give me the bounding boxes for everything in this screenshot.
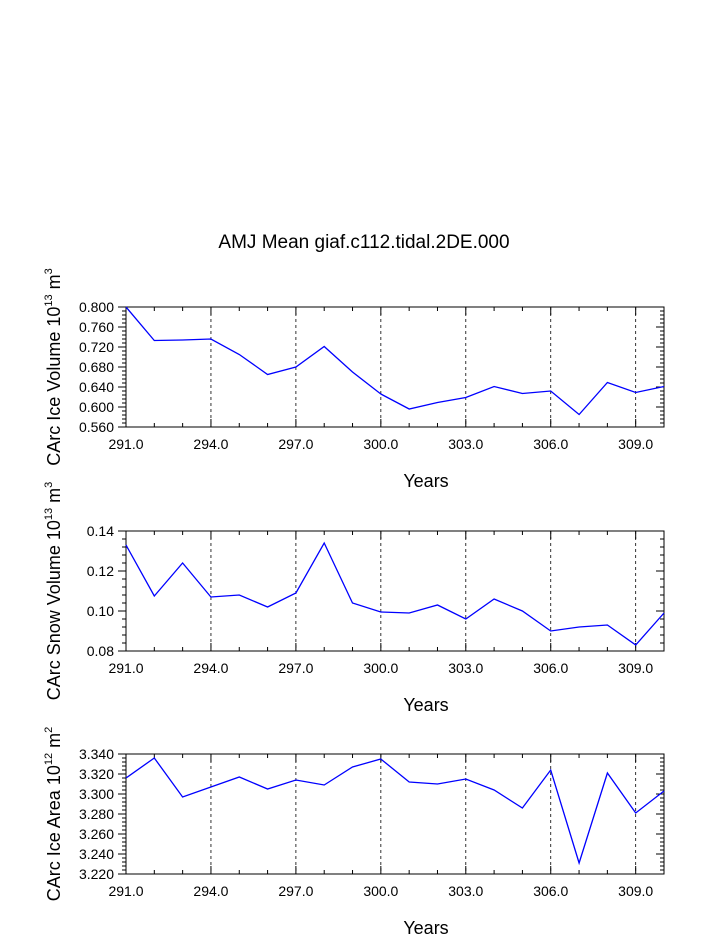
series-line bbox=[125, 306, 665, 416]
x-tick-label: 309.0 bbox=[618, 883, 653, 899]
x-tick-label: 309.0 bbox=[618, 436, 653, 452]
x-tick-label: 300.0 bbox=[363, 660, 398, 676]
y-axis-title-unit: m bbox=[44, 488, 64, 508]
y-tick-label: 0.600 bbox=[79, 399, 114, 415]
x-tick-label: 306.0 bbox=[533, 660, 568, 676]
x-tick-label: 294.0 bbox=[193, 436, 228, 452]
y-tick-label: 0.12 bbox=[87, 563, 114, 579]
y-tick-label: 0.560 bbox=[79, 419, 114, 435]
series-line bbox=[125, 541, 665, 646]
y-axis-title: CArc Ice Area 1012 m2 bbox=[43, 727, 64, 901]
y-axis-title-unit: m bbox=[44, 274, 64, 294]
y-tick-label: 0.14 bbox=[87, 523, 114, 539]
x-tick-label: 303.0 bbox=[448, 883, 483, 899]
y-tick-label: 3.340 bbox=[79, 746, 114, 762]
x-tick-label: 297.0 bbox=[278, 660, 313, 676]
y-tick-label: 0.720 bbox=[79, 339, 114, 355]
y-tick-label: 0.10 bbox=[87, 603, 114, 619]
x-tick-label: 300.0 bbox=[363, 436, 398, 452]
y-tick-label: 3.300 bbox=[79, 786, 114, 802]
y-axis-title-base: CArc Snow Volume 10 bbox=[44, 520, 64, 700]
x-tick-label: 297.0 bbox=[278, 883, 313, 899]
chart-title: AMJ Mean giaf.c112.tidal.2DE.000 bbox=[218, 232, 509, 253]
y-axis-title: CArc Ice Volume 1013 m3 bbox=[43, 268, 64, 465]
x-tick-label: 291.0 bbox=[108, 436, 143, 452]
x-tick-label: 309.0 bbox=[618, 660, 653, 676]
y-tick-label: 3.280 bbox=[79, 806, 114, 822]
plot-frame bbox=[125, 753, 665, 875]
x-axis-title: Years bbox=[403, 695, 448, 715]
y-tick-label: 3.220 bbox=[79, 866, 114, 882]
x-tick-label: 291.0 bbox=[108, 883, 143, 899]
y-axis-title-unit-exp: 3 bbox=[43, 268, 55, 274]
x-tick-label: 294.0 bbox=[193, 660, 228, 676]
y-tick-label: 0.08 bbox=[87, 643, 114, 659]
y-tick-label: 3.320 bbox=[79, 766, 114, 782]
x-tick-label: 297.0 bbox=[278, 436, 313, 452]
y-axis-title-exp: 12 bbox=[43, 753, 55, 765]
y-axis-title-base: CArc Ice Volume 10 bbox=[44, 307, 64, 466]
chart-panel-2: 291.0 294.0 297.0 300.0 303.0 306.0 309.0 0.08 0… bbox=[43, 482, 665, 715]
x-tick-label: 306.0 bbox=[533, 436, 568, 452]
y-axis-title-unit-exp: 3 bbox=[43, 482, 55, 488]
y-tick-label: 3.260 bbox=[79, 826, 114, 842]
y-tick-label: 0.760 bbox=[79, 319, 114, 335]
series-line bbox=[125, 757, 665, 866]
chart-panel-1: 291.0 294.0 297.0 300.0 303.0 306.0 309.0 0.560… bbox=[43, 268, 665, 491]
panels: 291.0 294.0 297.0 300.0 303.0 306.0 309.0 0.560… bbox=[43, 268, 665, 935]
plot-frame bbox=[125, 530, 665, 652]
y-tick-label: 0.640 bbox=[79, 379, 114, 395]
x-tick-label: 291.0 bbox=[108, 660, 143, 676]
x-axis-title: Years bbox=[403, 471, 448, 491]
x-axis-title: Years bbox=[403, 918, 448, 935]
y-axis-title-unit-exp: 2 bbox=[43, 727, 55, 733]
x-tick-label: 303.0 bbox=[448, 660, 483, 676]
y-axis-title: CArc Snow Volume 1013 m3 bbox=[43, 482, 64, 700]
y-tick-label: 0.800 bbox=[79, 299, 114, 315]
chart-panel-3: 291.0 294.0 297.0 300.0 303.0 306.0 309.0 3.220… bbox=[43, 727, 665, 935]
y-axis-title-exp: 13 bbox=[43, 294, 55, 306]
y-axis-title-unit: m bbox=[44, 733, 64, 753]
x-tick-label: 303.0 bbox=[448, 436, 483, 452]
y-axis-title-exp: 13 bbox=[43, 508, 55, 520]
x-tick-label: 300.0 bbox=[363, 883, 398, 899]
x-tick-label: 294.0 bbox=[193, 883, 228, 899]
y-tick-label: 0.680 bbox=[79, 359, 114, 375]
y-axis-title-base: CArc Ice Area 10 bbox=[44, 765, 64, 901]
x-tick-label: 306.0 bbox=[533, 883, 568, 899]
y-tick-label: 3.240 bbox=[79, 846, 114, 862]
